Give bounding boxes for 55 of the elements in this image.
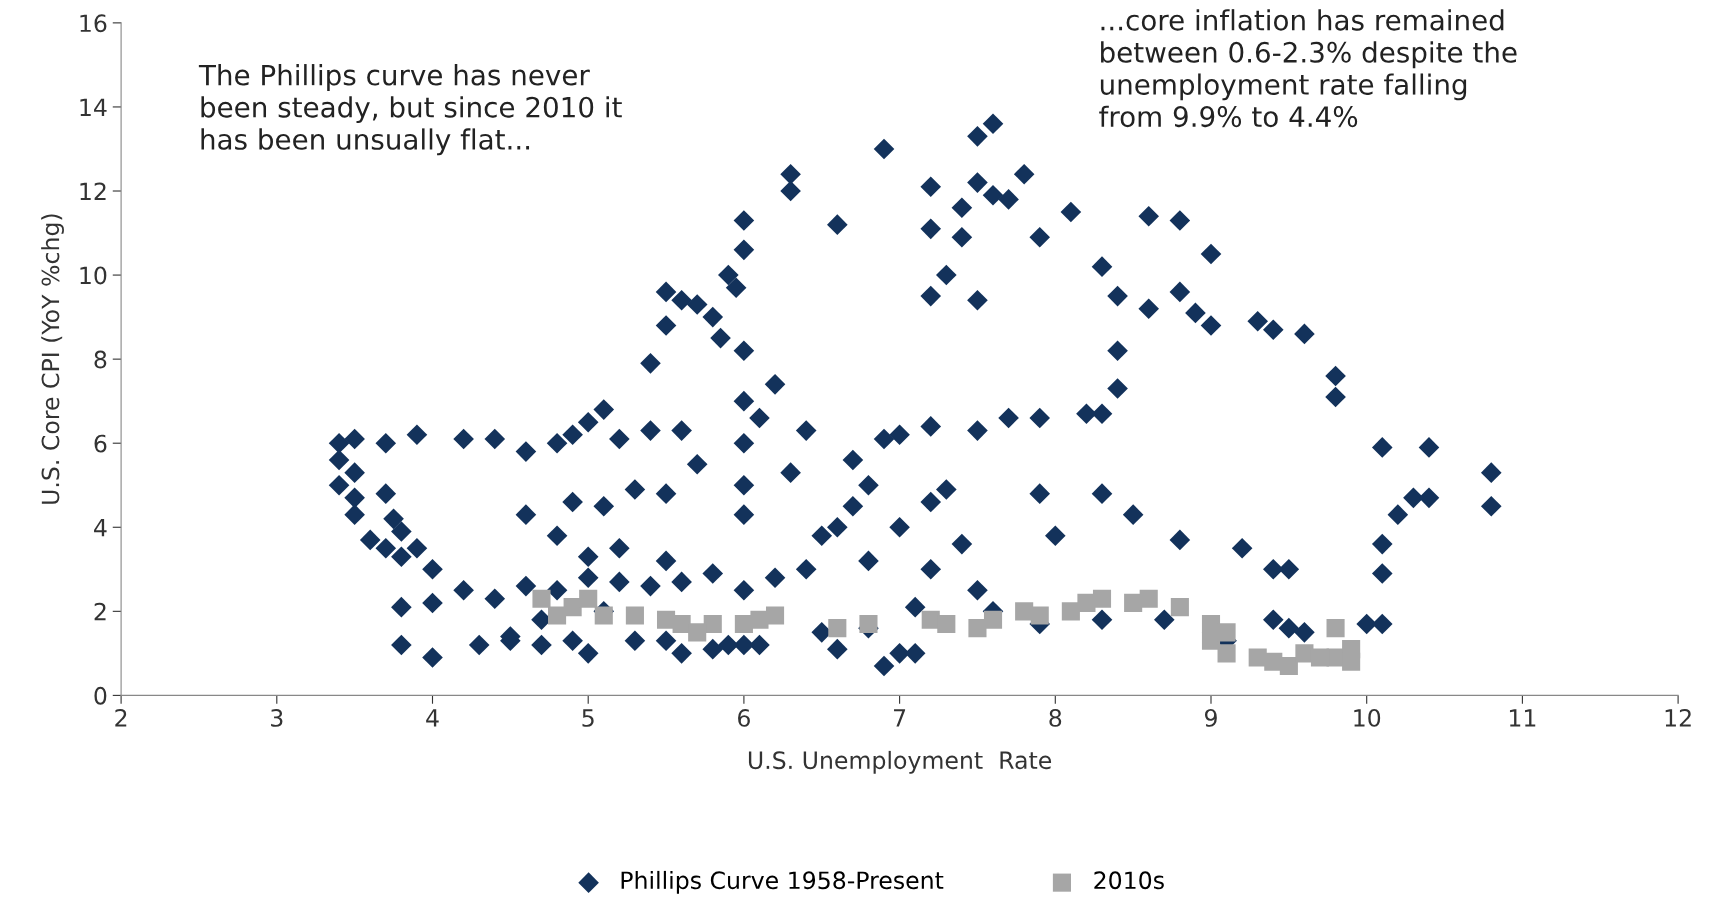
- y-tick-label: 14: [80, 98, 107, 116]
- x-tick-label: 11: [1509, 709, 1536, 727]
- y-tick-label: 16: [80, 14, 107, 33]
- point: [1061, 602, 1080, 621]
- point: [1310, 648, 1330, 667]
- x-axis-title: U.S. Unemployment Rate: [748, 750, 1052, 774]
- y-tick-label: 10: [80, 266, 107, 285]
- point: [532, 589, 551, 608]
- y-axis-title: U.S. Core CPI (YoY %chg): [41, 214, 64, 504]
- legend-label: 2010s: [1094, 871, 1164, 890]
- x-tick-label: 6: [738, 709, 750, 727]
- x-tick-label: 2: [115, 709, 127, 727]
- point: [1030, 606, 1049, 625]
- point: [625, 606, 644, 625]
- y-tick-label: 8: [94, 350, 107, 369]
- point: [1217, 644, 1236, 663]
- x-tick-label: 8: [1049, 709, 1062, 727]
- point: [1326, 619, 1345, 638]
- point: [1092, 589, 1112, 608]
- point: [1124, 593, 1143, 612]
- x-tick-label: 9: [1204, 709, 1217, 727]
- point: [1015, 602, 1034, 621]
- point: [1201, 631, 1221, 650]
- point: [579, 589, 598, 608]
- y-tick-label: 2: [94, 602, 106, 621]
- point: [765, 606, 785, 625]
- point: [688, 623, 707, 642]
- point: [1342, 652, 1361, 671]
- x-tick-label: 4: [426, 709, 439, 727]
- x-tick-label: 10: [1354, 709, 1381, 727]
- x-tick-label: 5: [582, 709, 594, 727]
- point: [672, 614, 691, 633]
- point: [548, 606, 567, 625]
- y-tick-label: 6: [94, 434, 107, 453]
- x-tick-label: 12: [1665, 709, 1691, 727]
- point: [1170, 598, 1189, 617]
- point: [1279, 656, 1298, 676]
- point: [594, 606, 613, 625]
- point: [828, 619, 847, 638]
- x-tick-label: 7: [894, 709, 906, 727]
- point: [983, 610, 1003, 629]
- point: [657, 610, 676, 629]
- y-tick-label: 12: [80, 182, 106, 200]
- point: [859, 614, 878, 633]
- annotation: The Phillips curve has never been steady, but since 2010 it has been unsually flat...: [198, 64, 622, 156]
- legend-label: Phillips Curve 1958-Present: [621, 870, 944, 894]
- point: [968, 619, 987, 638]
- x-tick-label: 3: [271, 709, 283, 727]
- annotation: ...core inflation has remained between 0.6-2.3% despite the unemployment rate falling from 9.9% to 4.4%: [1099, 9, 1517, 128]
- y-tick-label: 4: [94, 519, 107, 537]
- point: [1248, 648, 1267, 667]
- y-tick-label: 0: [94, 686, 107, 705]
- point: [937, 614, 956, 633]
- point: [703, 614, 722, 633]
- point: [1139, 589, 1158, 608]
